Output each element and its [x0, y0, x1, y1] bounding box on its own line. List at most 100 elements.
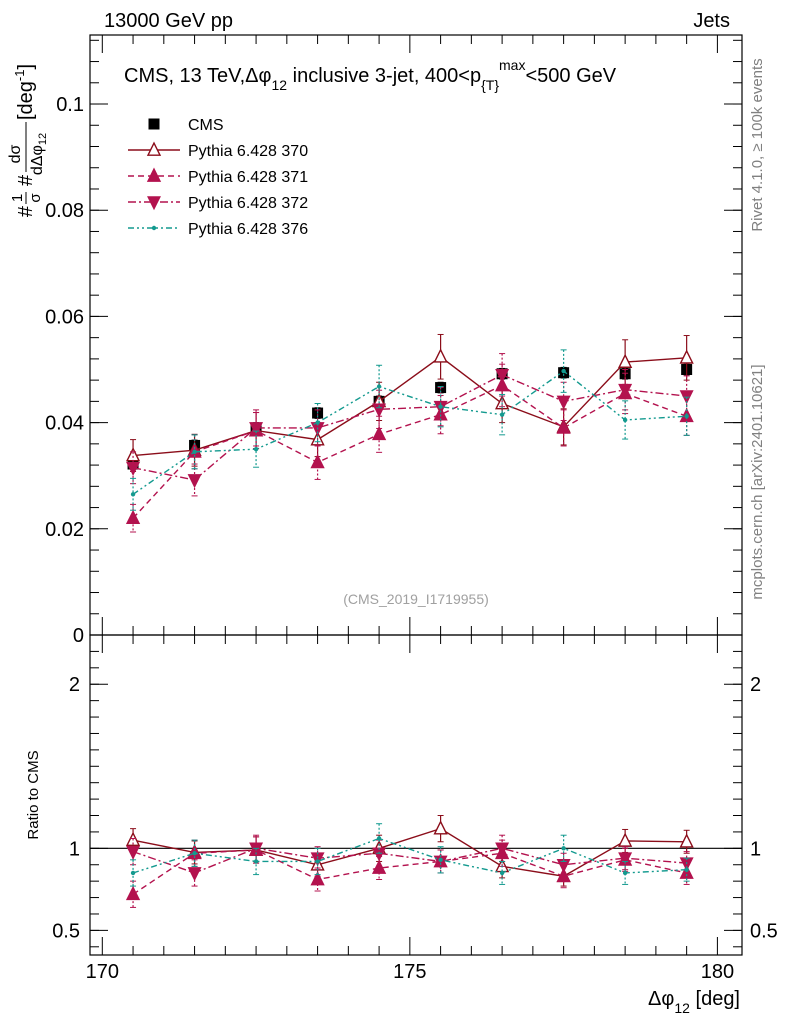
ratio-y-tick-label: 1	[69, 838, 80, 860]
main-series-line	[132, 384, 687, 519]
ratio-data-point	[315, 859, 320, 864]
ratio-data-point	[187, 867, 202, 882]
legend-label: Pythia 6.428 370	[188, 143, 308, 160]
svg-text:dΔφ12: dΔφ12	[29, 133, 49, 175]
main-data-point	[495, 369, 510, 384]
energy-label: 13000 GeV pp	[104, 10, 233, 32]
ratio-data-point	[376, 836, 382, 841]
ratio-data-point	[495, 842, 510, 857]
ratio-series-line	[132, 847, 687, 874]
main-data-point	[130, 492, 136, 497]
x-tick-label: 175	[393, 961, 426, 983]
svg-text:dσ: dσ	[7, 144, 24, 163]
legend-item: Pythia 6.428 376	[128, 221, 308, 238]
main-data-point	[310, 453, 325, 469]
main-data-point	[556, 419, 571, 434]
ratio-data-point	[371, 859, 387, 874]
legend: CMS Pythia 6.428 370 Pythia 6.428 371 Pythi…	[128, 117, 308, 238]
legend-item: CMS	[148, 117, 224, 134]
legend-marker	[148, 118, 160, 130]
legend-marker	[147, 196, 161, 211]
main-series-line	[132, 355, 687, 457]
main-data-point	[561, 368, 566, 374]
ratio-data-point	[499, 870, 505, 876]
x-tick-label: 180	[701, 961, 734, 983]
process-label: Jets	[693, 10, 730, 32]
main-data-point	[556, 395, 571, 410]
main-y-tick-label: 0.02	[45, 519, 84, 541]
main-data-point	[433, 348, 448, 363]
svg-text:#: #	[15, 174, 37, 186]
ratio-data-point	[684, 867, 689, 872]
ratio-y-tick-label: 0.5	[52, 920, 80, 942]
main-series-4	[130, 349, 690, 511]
ratio-axis-ticks: 0.5 0.5 1 1 2 2 170 175 180	[52, 635, 778, 983]
ratio-data-point	[618, 832, 633, 847]
main-data-point	[618, 383, 633, 398]
main-series-line	[132, 370, 687, 495]
plot-title: CMS, 13 TeV,Δφ12 inclusive 3-jet, 400<p{…	[124, 57, 617, 93]
ratio-series-1	[125, 836, 694, 908]
main-y-tick-label: 0.04	[45, 413, 84, 435]
ratio-data-point	[253, 859, 259, 864]
main-y-tick-label: 0.06	[45, 306, 84, 328]
main-y-tick-label: 0.1	[56, 94, 84, 116]
main-data-point	[376, 384, 382, 389]
main-data-point	[622, 417, 628, 423]
legend-label: Pythia 6.428 371	[188, 169, 308, 186]
main-y-tick-label: 0.08	[45, 200, 84, 222]
main-y-axis-label: # 1 σ # dσ dΔφ12 [deg-1]	[7, 64, 49, 217]
legend-item: Pythia 6.428 372	[128, 195, 308, 212]
main-series-line	[132, 374, 687, 481]
ratio-data-point	[126, 845, 141, 860]
legend-item: Pythia 6.428 371	[128, 167, 308, 186]
main-data-point	[187, 474, 202, 489]
mcplots-reference-label: mcplots.cern.ch [arXiv:2401.10621]	[749, 364, 766, 599]
svg-text:#: #	[15, 205, 37, 217]
ratio-data-point	[622, 870, 628, 876]
main-data-point	[253, 446, 259, 452]
ratio-y-tick-label-right: 2	[750, 674, 761, 696]
main-y-tick-label: 0	[73, 625, 84, 647]
main-data-point	[684, 414, 689, 419]
ratio-data-point	[618, 852, 633, 867]
main-data-point	[371, 425, 387, 441]
ratio-data-point	[433, 820, 448, 835]
ratio-plot-frame	[89, 634, 743, 956]
ratio-data-point	[679, 833, 694, 848]
x-axis-label: Δφ12 [deg]	[648, 988, 740, 1016]
legend-marker	[146, 167, 162, 182]
svg-text:[deg-1]: [deg-1]	[12, 64, 37, 120]
ratio-data-point	[310, 871, 325, 886]
ratio-y-tick-label-right: 1	[750, 838, 761, 860]
main-data-point	[618, 353, 633, 368]
legend-label: Pythia 6.428 372	[188, 195, 308, 212]
ratio-series-line	[132, 837, 687, 874]
ratio-series-layer	[125, 815, 694, 908]
main-axis-ticks: 0 0.02 0.04 0.06 0.08 0.1	[45, 35, 742, 647]
ratio-data-point	[125, 885, 141, 901]
svg-text:1: 1	[9, 194, 26, 202]
legend-label: CMS	[188, 117, 224, 134]
main-data-point	[679, 349, 694, 364]
main-data-point	[499, 412, 505, 417]
rivet-version-label: Rivet 4.1.0, ≥ 100k events	[749, 58, 766, 231]
main-data-point	[249, 422, 264, 437]
main-data-point	[438, 404, 443, 409]
ratio-data-point	[192, 851, 197, 856]
main-data-point	[126, 461, 141, 476]
ratio-data-point	[438, 857, 443, 863]
main-data-point	[192, 449, 197, 455]
main-series-layer	[125, 333, 694, 533]
x-tick-label: 170	[86, 961, 119, 983]
svg-text:σ: σ	[27, 193, 44, 203]
legend-marker	[151, 225, 157, 231]
ratio-series-2	[126, 834, 694, 887]
main-data-point	[372, 403, 387, 418]
ratio-series-line	[132, 849, 687, 895]
main-data-point	[125, 509, 141, 525]
ratio-y-tick-label-right: 0.5	[750, 920, 778, 942]
legend-item: Pythia 6.428 370	[128, 141, 308, 160]
ratio-series-0	[125, 815, 694, 887]
